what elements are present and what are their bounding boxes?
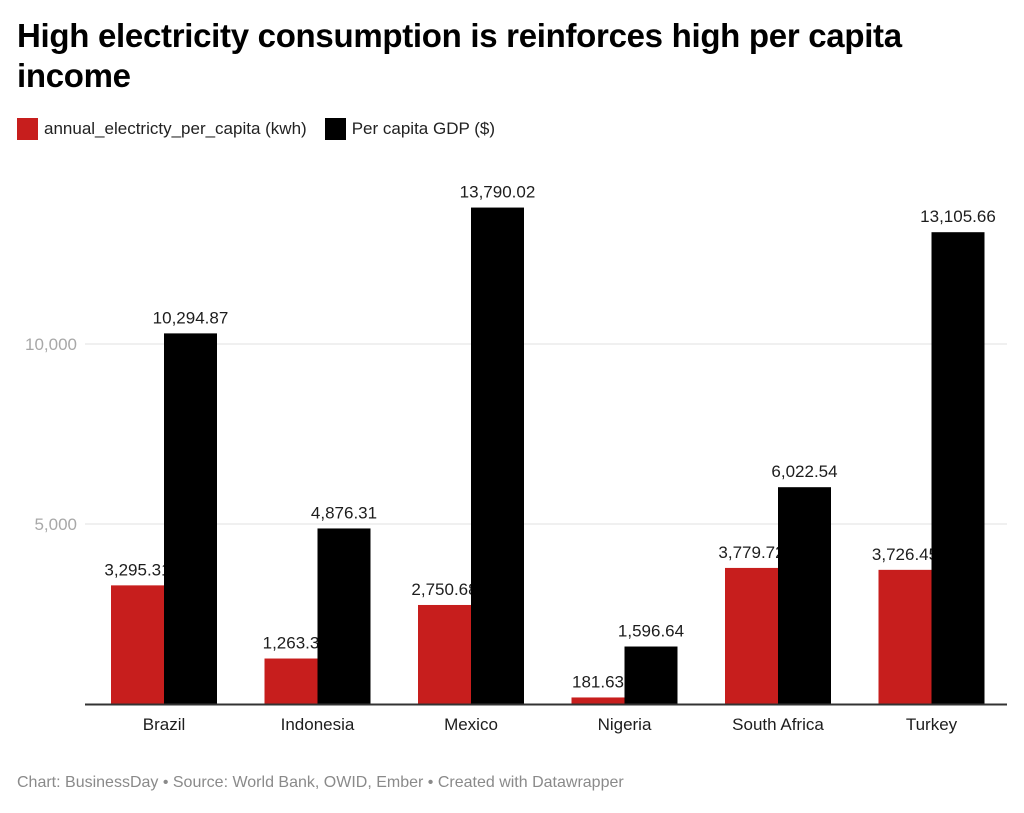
bar-electricity xyxy=(111,585,164,704)
bar-electricity xyxy=(264,658,318,704)
bar-gdp xyxy=(624,646,678,704)
x-tick-label: Turkey xyxy=(906,715,958,734)
data-label-gdp: 13,105.66 xyxy=(920,207,996,226)
y-tick-label: 5,000 xyxy=(34,515,77,534)
legend-swatch-gdp xyxy=(324,118,346,140)
chart-title: High electricity consumption is reinforc… xyxy=(17,17,902,94)
bar-gdp xyxy=(164,333,217,704)
x-tick-label: South Africa xyxy=(732,715,824,734)
data-label-gdp: 4,876.31 xyxy=(311,503,377,522)
data-label-electricity: 1,263.3 xyxy=(263,634,320,653)
x-tick-label: Mexico xyxy=(444,715,498,734)
bar-gdp xyxy=(778,487,831,704)
legend-label-gdp: Per capita GDP ($) xyxy=(351,119,495,138)
x-tick-label: Brazil xyxy=(143,715,186,734)
data-label-gdp: 10,294.87 xyxy=(153,308,229,327)
data-label-gdp: 13,790.02 xyxy=(460,183,536,202)
legend: annual_electricty_per_capita (kwh) Per c… xyxy=(17,118,513,140)
data-label-electricity: 2,750.68 xyxy=(411,580,477,599)
bar-gdp xyxy=(471,207,524,705)
chart-footer: Chart: BusinessDay • Source: World Bank,… xyxy=(17,774,624,791)
x-tick-label: Nigeria xyxy=(598,715,652,734)
legend-label-electricity: annual_electricty_per_capita (kwh) xyxy=(44,119,307,138)
data-label-gdp: 6,022.54 xyxy=(771,462,837,481)
legend-item-electricity: annual_electricty_per_capita (kwh) xyxy=(17,118,307,140)
x-tick-label: Indonesia xyxy=(281,715,355,734)
bar-electricity xyxy=(878,569,932,704)
data-label-electricity: 3,726.45 xyxy=(872,545,938,564)
bar-electricity xyxy=(571,697,625,704)
bar-gdp xyxy=(931,232,985,705)
data-label-electricity: 3,295.31 xyxy=(104,560,170,579)
legend-swatch-electricity xyxy=(17,118,38,140)
bar-electricity xyxy=(725,567,778,704)
data-label-gdp: 1,596.64 xyxy=(618,622,684,641)
bar-gdp xyxy=(317,528,371,704)
data-label-electricity: 181.63 xyxy=(572,672,624,691)
legend-item-gdp: Per capita GDP ($) xyxy=(324,118,495,140)
data-label-electricity: 3,779.72 xyxy=(718,543,784,562)
bar-electricity xyxy=(418,604,471,704)
y-tick-label: 10,000 xyxy=(25,335,77,354)
